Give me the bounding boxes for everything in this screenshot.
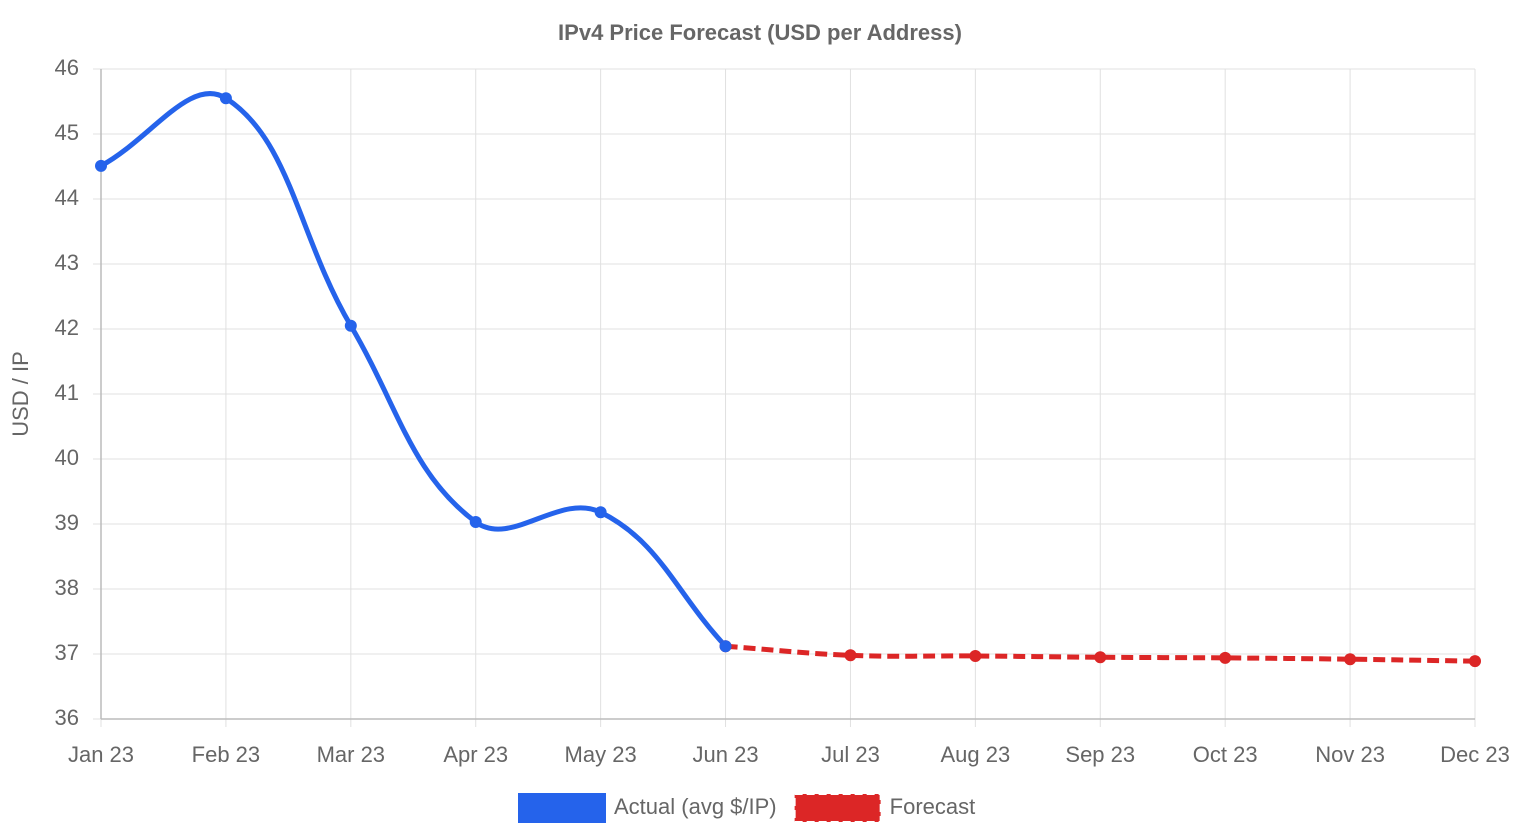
data-point xyxy=(344,319,357,332)
data-point xyxy=(1219,651,1232,664)
y-tick-label: 45 xyxy=(55,120,79,145)
y-tick-label: 39 xyxy=(55,510,79,535)
data-point xyxy=(469,516,482,529)
data-point xyxy=(719,640,732,653)
x-tick-label: Sep 23 xyxy=(1065,742,1135,767)
x-tick-label: Jun 23 xyxy=(693,742,759,767)
data-point xyxy=(95,159,107,172)
x-tick-label: Oct 23 xyxy=(1193,742,1258,767)
y-axis-label: USD / IP xyxy=(8,351,33,437)
data-point xyxy=(844,649,857,662)
y-tick-label: 40 xyxy=(55,445,79,470)
y-tick-label: 37 xyxy=(55,640,79,665)
y-tick-label: 42 xyxy=(55,315,79,340)
data-point xyxy=(1094,651,1107,664)
x-tick-label: May 23 xyxy=(565,742,637,767)
x-tick-label: Mar 23 xyxy=(317,742,385,767)
y-tick-label: 44 xyxy=(55,185,79,210)
data-point xyxy=(1344,653,1357,666)
y-tick-label: 38 xyxy=(55,575,79,600)
x-tick-label: Aug 23 xyxy=(940,742,1010,767)
x-tick-label: Jan 23 xyxy=(68,742,134,767)
y-tick-label: 43 xyxy=(55,250,79,275)
data-point xyxy=(594,506,607,519)
x-tick-label: Jul 23 xyxy=(821,742,880,767)
x-tick-label: Nov 23 xyxy=(1315,742,1385,767)
chart-title: IPv4 Price Forecast (USD per Address) xyxy=(558,20,962,45)
y-tick-label: 46 xyxy=(55,55,79,80)
data-point xyxy=(969,649,982,662)
data-point xyxy=(1469,655,1481,668)
legend-swatch xyxy=(793,793,882,823)
legend-label: Actual (avg $/IP) xyxy=(614,794,777,819)
x-tick-label: Apr 23 xyxy=(443,742,508,767)
legend-swatch xyxy=(518,793,606,823)
data-point xyxy=(219,92,232,105)
legend-label: Forecast xyxy=(890,794,976,819)
series-line xyxy=(99,90,728,648)
x-tick-label: Dec 23 xyxy=(1440,742,1510,767)
y-tick-label: 36 xyxy=(55,705,79,730)
x-tick-label: Feb 23 xyxy=(192,742,261,767)
y-tick-label: 41 xyxy=(55,380,79,405)
